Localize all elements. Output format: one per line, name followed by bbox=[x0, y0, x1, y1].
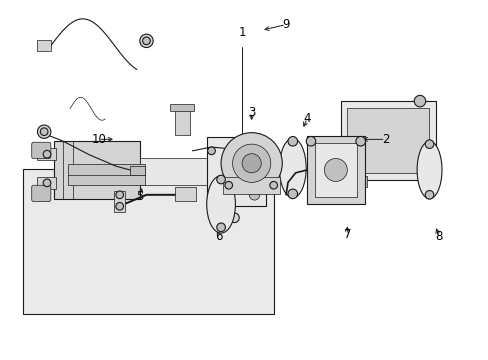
Ellipse shape bbox=[279, 138, 305, 198]
Bar bbox=[54, 141, 140, 199]
Bar bbox=[175, 187, 196, 201]
Circle shape bbox=[355, 136, 365, 146]
Circle shape bbox=[269, 181, 277, 189]
Bar bbox=[170, 104, 194, 111]
Text: 7: 7 bbox=[343, 229, 350, 242]
Circle shape bbox=[116, 202, 123, 210]
Text: 6: 6 bbox=[215, 230, 223, 243]
Circle shape bbox=[40, 128, 48, 135]
Bar bbox=[306, 135, 364, 204]
Circle shape bbox=[232, 144, 270, 183]
Circle shape bbox=[43, 150, 51, 158]
Bar bbox=[340, 101, 435, 180]
Bar bbox=[68, 164, 144, 185]
Circle shape bbox=[242, 154, 261, 173]
Bar bbox=[340, 176, 366, 187]
Circle shape bbox=[324, 158, 346, 181]
Circle shape bbox=[249, 153, 259, 164]
FancyBboxPatch shape bbox=[32, 185, 51, 202]
Circle shape bbox=[425, 140, 433, 148]
Bar bbox=[346, 108, 427, 173]
Bar bbox=[223, 177, 280, 194]
Circle shape bbox=[249, 190, 259, 200]
Bar bbox=[175, 106, 189, 135]
Circle shape bbox=[140, 34, 153, 48]
Circle shape bbox=[216, 223, 225, 231]
Bar bbox=[23, 169, 273, 314]
Bar bbox=[314, 143, 356, 197]
Circle shape bbox=[229, 213, 239, 222]
Circle shape bbox=[142, 37, 150, 45]
Text: 5: 5 bbox=[136, 190, 143, 203]
Circle shape bbox=[38, 125, 51, 138]
Text: 1: 1 bbox=[238, 26, 245, 39]
Bar bbox=[206, 138, 265, 206]
Circle shape bbox=[231, 147, 239, 155]
Text: 10: 10 bbox=[91, 133, 106, 146]
Circle shape bbox=[250, 147, 258, 155]
Text: 8: 8 bbox=[434, 230, 442, 243]
Circle shape bbox=[413, 95, 425, 107]
Text: 2: 2 bbox=[381, 133, 388, 146]
Circle shape bbox=[305, 136, 315, 146]
Text: 9: 9 bbox=[282, 18, 289, 31]
Circle shape bbox=[116, 191, 123, 199]
Circle shape bbox=[207, 147, 215, 155]
Bar bbox=[130, 166, 144, 175]
Bar bbox=[38, 148, 56, 161]
Text: 3: 3 bbox=[247, 106, 255, 119]
Bar bbox=[38, 40, 51, 51]
Circle shape bbox=[287, 189, 297, 199]
Circle shape bbox=[287, 136, 297, 146]
Text: 4: 4 bbox=[303, 112, 310, 125]
Circle shape bbox=[221, 133, 282, 194]
FancyBboxPatch shape bbox=[32, 142, 51, 158]
Ellipse shape bbox=[206, 176, 235, 233]
Circle shape bbox=[43, 179, 51, 187]
Circle shape bbox=[425, 190, 433, 199]
Bar bbox=[38, 177, 56, 189]
Circle shape bbox=[216, 175, 225, 184]
Bar bbox=[140, 158, 225, 185]
Ellipse shape bbox=[416, 141, 441, 199]
Bar bbox=[114, 191, 125, 212]
Circle shape bbox=[224, 181, 232, 189]
